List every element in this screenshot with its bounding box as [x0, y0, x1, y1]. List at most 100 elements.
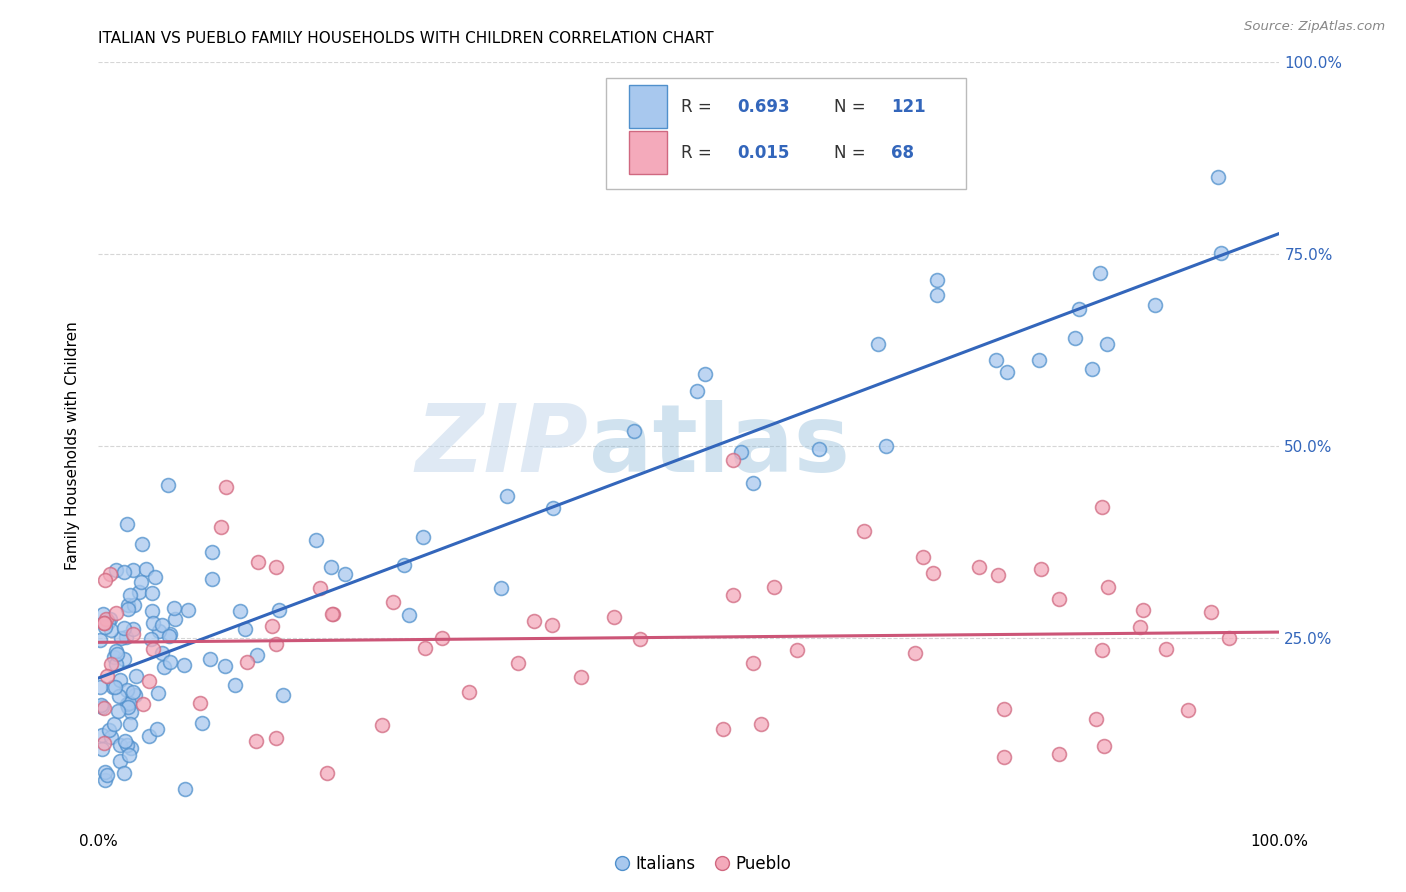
- Point: [122, 627, 145, 641]
- Point: [430, 632, 453, 646]
- Point: [1218, 631, 1240, 645]
- Point: [246, 648, 269, 663]
- Point: [506, 656, 529, 670]
- Point: [176, 603, 198, 617]
- Point: [247, 555, 270, 569]
- Point: [157, 629, 180, 643]
- Point: [122, 563, 145, 577]
- Point: [117, 748, 139, 763]
- Point: [1208, 170, 1230, 185]
- Point: [112, 766, 135, 780]
- Point: [141, 586, 163, 600]
- Point: [100, 657, 122, 671]
- Point: [993, 702, 1015, 716]
- Point: [911, 549, 934, 564]
- FancyBboxPatch shape: [628, 86, 666, 128]
- FancyBboxPatch shape: [628, 131, 666, 175]
- Legend: Italians, Pueblo: Italians, Pueblo: [609, 848, 797, 880]
- Point: [1209, 246, 1232, 260]
- Point: [523, 614, 546, 628]
- Point: [925, 273, 948, 287]
- Point: [138, 729, 160, 743]
- Point: [131, 536, 153, 550]
- Point: [132, 697, 155, 711]
- Point: [98, 612, 121, 626]
- Point: [110, 673, 132, 688]
- Point: [112, 621, 135, 635]
- Point: [93, 616, 115, 631]
- Point: [730, 445, 752, 459]
- Point: [174, 781, 197, 796]
- Text: R =: R =: [681, 98, 717, 116]
- Text: N =: N =: [834, 144, 872, 162]
- Point: [1047, 592, 1070, 607]
- Point: [105, 647, 128, 661]
- Point: [749, 716, 772, 731]
- Point: [381, 595, 404, 609]
- Point: [969, 560, 991, 574]
- Point: [159, 626, 181, 640]
- Point: [104, 607, 127, 621]
- Point: [786, 643, 808, 657]
- Point: [1129, 620, 1152, 634]
- Point: [112, 565, 135, 579]
- Point: [90, 728, 112, 742]
- Text: 0.015: 0.015: [737, 144, 790, 162]
- Point: [398, 608, 420, 623]
- Point: [808, 442, 831, 456]
- Point: [235, 655, 257, 669]
- Point: [628, 632, 651, 646]
- Point: [1080, 361, 1102, 376]
- Point: [117, 738, 139, 752]
- Point: [742, 476, 765, 491]
- Point: [458, 685, 481, 699]
- Point: [1084, 712, 1107, 726]
- Point: [135, 562, 157, 576]
- Text: 68: 68: [891, 144, 914, 162]
- Point: [1028, 353, 1050, 368]
- Point: [89, 680, 111, 694]
- Point: [146, 723, 169, 737]
- Point: [152, 617, 174, 632]
- Point: [141, 603, 163, 617]
- Point: [96, 669, 118, 683]
- Point: [115, 683, 138, 698]
- Point: [686, 384, 709, 399]
- Point: [120, 716, 142, 731]
- Point: [173, 658, 195, 673]
- Point: [153, 660, 176, 674]
- Point: [156, 478, 179, 492]
- Point: [322, 607, 344, 622]
- Point: [120, 741, 142, 756]
- Point: [1143, 298, 1166, 312]
- Point: [315, 766, 337, 780]
- Text: atlas: atlas: [589, 400, 849, 492]
- Point: [201, 572, 224, 586]
- Point: [370, 717, 392, 731]
- Point: [245, 734, 267, 748]
- Point: [995, 365, 1018, 379]
- Point: [125, 669, 148, 683]
- Point: [264, 559, 287, 574]
- Point: [110, 631, 132, 645]
- Point: [117, 699, 139, 714]
- Point: [875, 439, 897, 453]
- Point: [541, 501, 564, 516]
- Point: [1029, 562, 1052, 576]
- FancyBboxPatch shape: [606, 78, 966, 189]
- Point: [91, 742, 114, 756]
- Point: [118, 588, 141, 602]
- Point: [1132, 603, 1154, 617]
- Point: [94, 620, 117, 634]
- Point: [224, 678, 246, 692]
- Point: [114, 630, 136, 644]
- Text: ITALIAN VS PUEBLO FAMILY HOUSEHOLDS WITH CHILDREN CORRELATION CHART: ITALIAN VS PUEBLO FAMILY HOUSEHOLDS WITH…: [98, 31, 714, 46]
- Point: [1177, 703, 1199, 717]
- Point: [904, 647, 927, 661]
- Point: [104, 680, 127, 694]
- Point: [723, 588, 745, 602]
- Point: [98, 566, 121, 581]
- Point: [1097, 581, 1119, 595]
- Point: [267, 602, 290, 616]
- Point: [108, 739, 131, 753]
